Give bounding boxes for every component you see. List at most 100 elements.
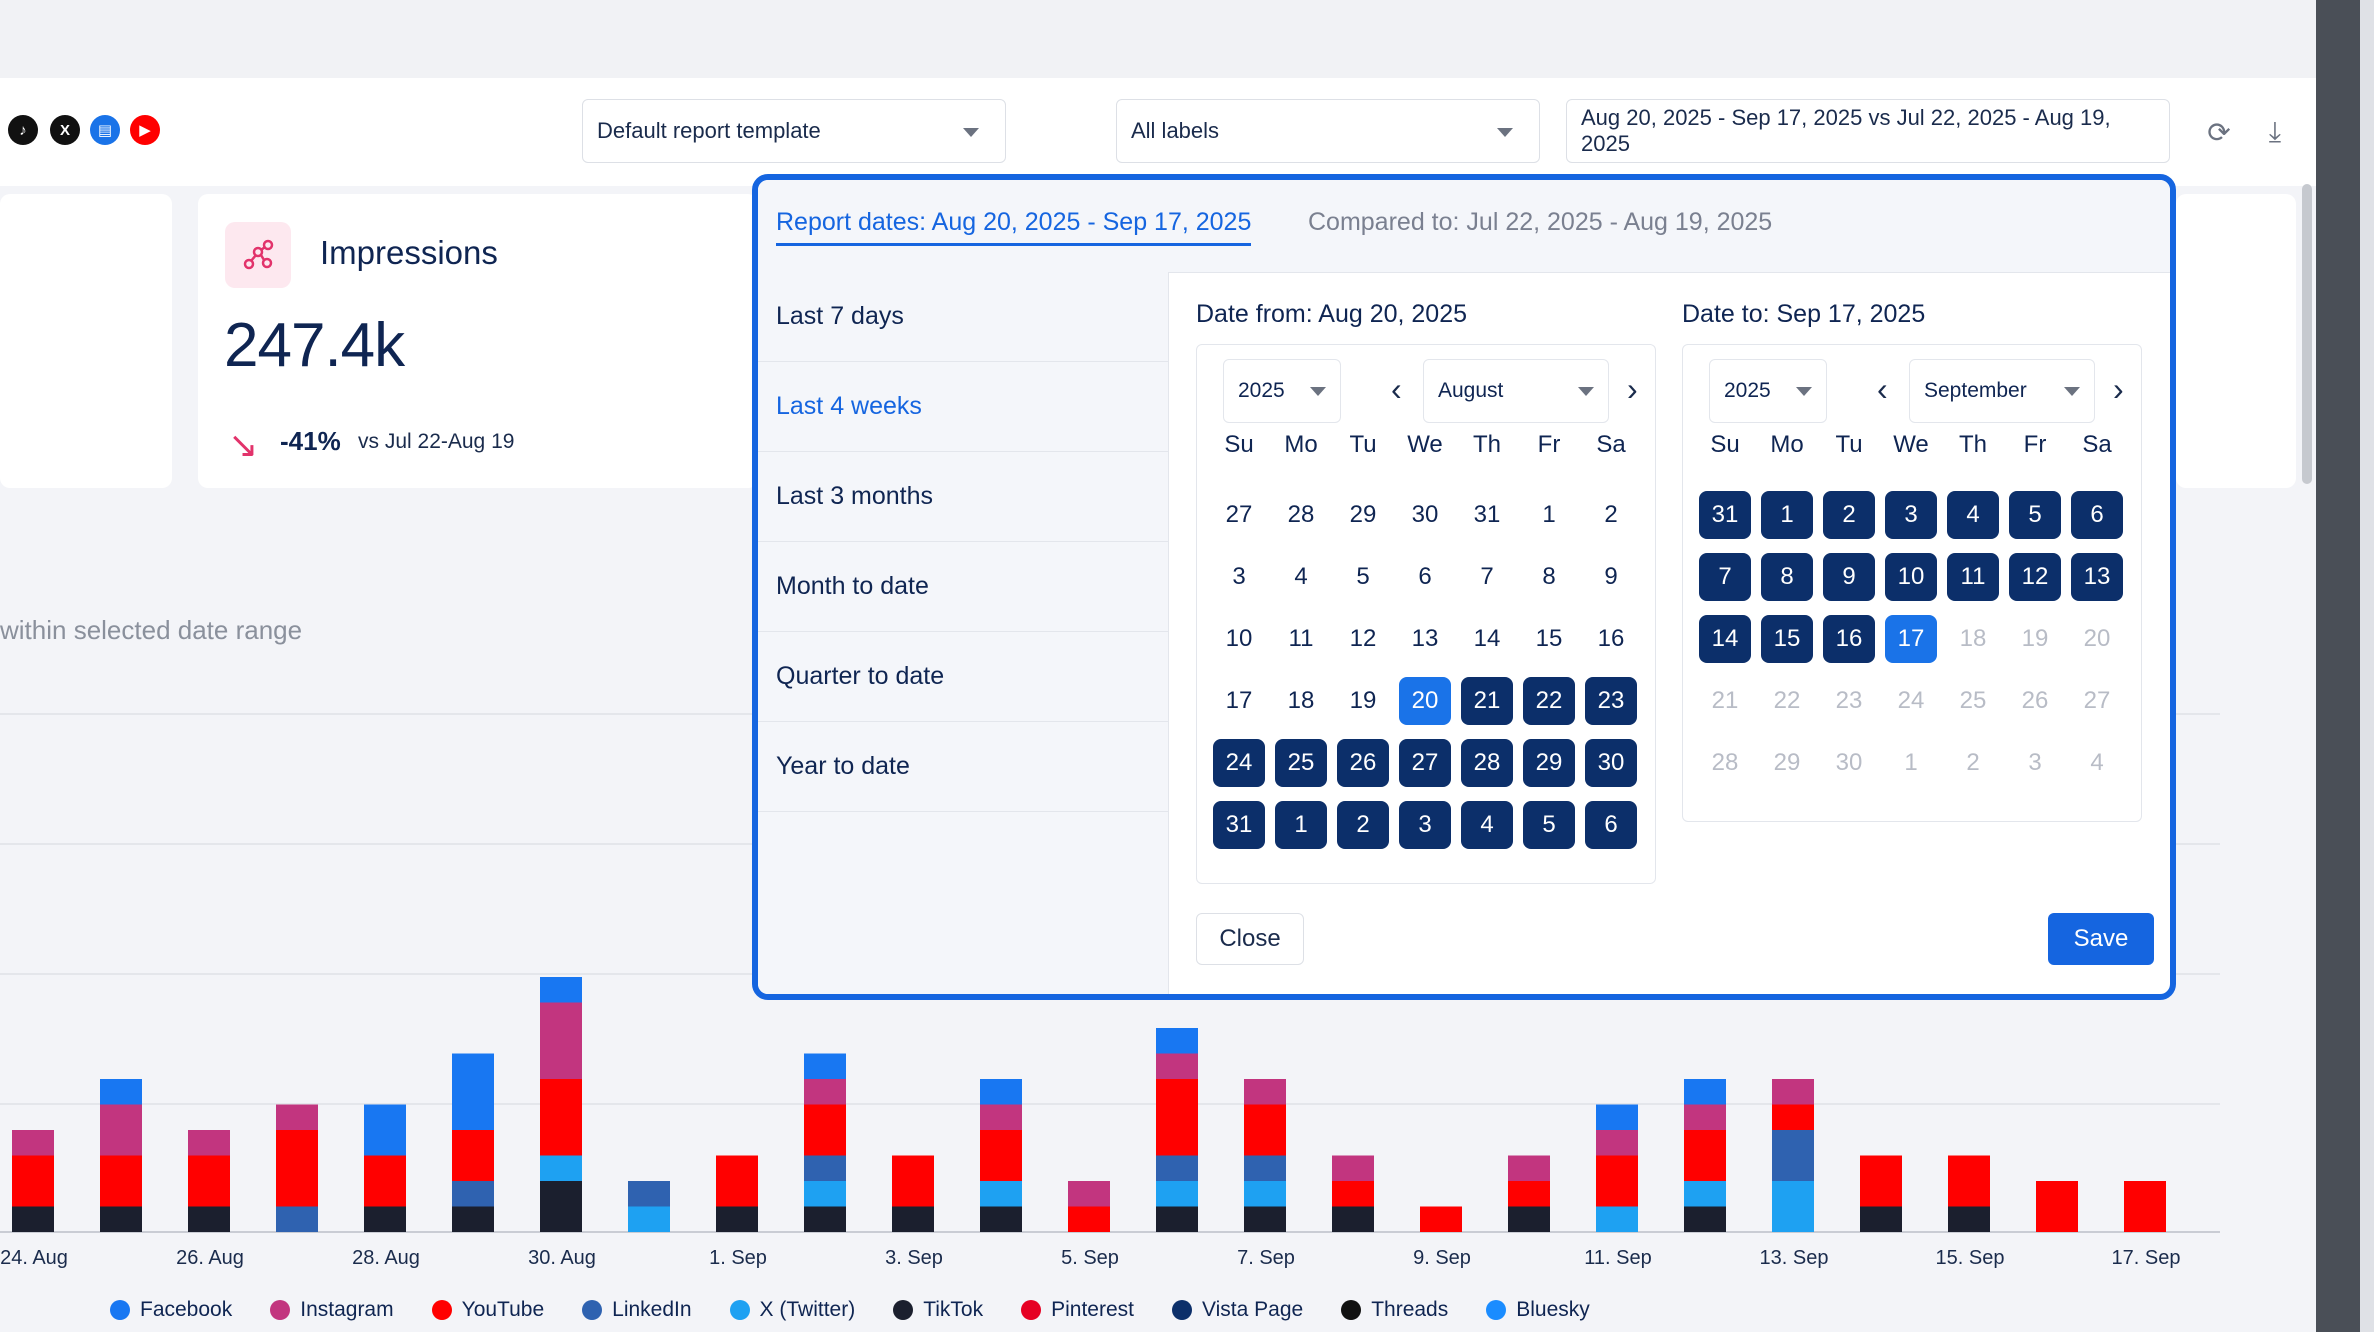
calendar-day[interactable]: 22 [1773,687,1801,714]
bar-segment[interactable] [1860,1206,1902,1233]
calendar-day[interactable]: 28 [1461,739,1513,787]
bar-segment[interactable] [12,1155,54,1207]
calendar-day[interactable]: 29 [1773,749,1801,776]
calendar-day[interactable]: 31 [1699,491,1751,539]
bar-segment[interactable] [716,1206,758,1233]
bar-segment[interactable] [1508,1206,1550,1233]
from-month-select[interactable]: August [1423,359,1609,423]
bar-segment[interactable] [12,1206,54,1233]
calendar-day[interactable]: 27 [1225,501,1253,528]
next-month-icon[interactable]: › [2113,371,2124,407]
bar-segment[interactable] [1332,1155,1374,1182]
bar-segment[interactable] [364,1206,406,1233]
calendar-day[interactable]: 3 [1885,491,1937,539]
bar-segment[interactable] [980,1206,1022,1233]
legend-item[interactable]: Vista Page [1172,1298,1303,1322]
bar-segment[interactable] [1156,1206,1198,1233]
tab-compared-dates[interactable]: Compared to: Jul 22, 2025 - Aug 19, 2025 [1308,208,1773,236]
bar-segment[interactable] [540,977,582,1003]
bar-segment[interactable] [12,1130,54,1156]
bar-segment[interactable] [1948,1206,1990,1233]
calendar-day[interactable]: 9 [1604,563,1618,590]
bar-segment[interactable] [540,1181,582,1232]
from-year-select[interactable]: 2025 [1223,359,1341,423]
calendar-day[interactable]: 4 [1461,801,1513,849]
calendar-day[interactable]: 17 [1885,615,1937,663]
calendar-day[interactable]: 23 [1835,687,1863,714]
bar-segment[interactable] [1596,1206,1638,1233]
bar-segment[interactable] [1244,1155,1286,1182]
calendar-day[interactable]: 16 [1597,625,1625,652]
calendar-day[interactable]: 25 [1275,739,1327,787]
bar-segment[interactable] [980,1130,1022,1181]
bar-segment[interactable] [1332,1206,1374,1233]
calendar-day[interactable]: 18 [1959,625,1987,652]
bar-segment[interactable] [188,1130,230,1156]
calendar-day[interactable]: 18 [1287,687,1315,714]
calendar-day[interactable]: 11 [1947,553,1999,601]
calendar-day[interactable]: 23 [1585,677,1637,725]
legend-item[interactable]: Threads [1341,1298,1448,1322]
calendar-day[interactable]: 1 [1275,801,1327,849]
legend-item[interactable]: Bluesky [1486,1298,1590,1322]
preset-item[interactable]: Quarter to date [758,632,1168,722]
bar-segment[interactable] [1684,1181,1726,1207]
bar-segment[interactable] [1244,1079,1286,1105]
calendar-day[interactable]: 27 [2083,687,2111,714]
next-month-icon[interactable]: › [1627,371,1638,407]
calendar-day[interactable]: 11 [1288,625,1314,652]
calendar-day[interactable]: 5 [2009,491,2061,539]
calendar-day[interactable]: 12 [1349,625,1377,652]
calendar-day[interactable]: 15 [1761,615,1813,663]
calendar-day[interactable]: 29 [1523,739,1575,787]
calendar-day[interactable]: 13 [1411,625,1439,652]
bar-segment[interactable] [804,1053,846,1080]
bar-segment[interactable] [452,1053,494,1131]
bar-segment[interactable] [276,1104,318,1131]
bar-segment[interactable] [1244,1206,1286,1233]
calendar-day[interactable]: 24 [1213,739,1265,787]
bar-segment[interactable] [452,1130,494,1181]
bar-segment[interactable] [980,1104,1022,1131]
calendar-day[interactable]: 7 [1480,563,1494,590]
bar-segment[interactable] [628,1206,670,1233]
legend-item[interactable]: Pinterest [1021,1298,1134,1322]
bar-segment[interactable] [980,1079,1022,1105]
calendar-day[interactable]: 22 [1523,677,1575,725]
bar-segment[interactable] [1684,1079,1726,1105]
preset-item[interactable]: Last 3 months [758,452,1168,542]
vista-page-icon[interactable]: ▤ [90,115,120,145]
tab-report-dates[interactable]: Report dates: Aug 20, 2025 - Sep 17, 202… [776,208,1252,246]
calendar-day[interactable]: 13 [2071,553,2123,601]
close-button[interactable]: Close [1196,913,1304,965]
legend-item[interactable]: TikTok [893,1298,983,1322]
prev-month-icon[interactable]: ‹ [1877,371,1888,407]
bar-segment[interactable] [1684,1104,1726,1131]
bar-segment[interactable] [1420,1206,1462,1233]
bar-segment[interactable] [1156,1028,1198,1054]
bar-segment[interactable] [628,1181,670,1207]
calendar-day[interactable]: 19 [2021,625,2049,652]
calendar-day[interactable]: 4 [1947,491,1999,539]
calendar-day[interactable]: 17 [1225,687,1253,714]
bar-segment[interactable] [892,1155,934,1207]
bar-segment[interactable] [188,1206,230,1233]
youtube-icon[interactable]: ▶ [130,115,160,145]
legend-item[interactable]: X (Twitter) [729,1298,855,1322]
bar-segment[interactable] [1948,1155,1990,1207]
prev-month-icon[interactable]: ‹ [1391,371,1402,407]
calendar-day[interactable]: 20 [2083,625,2111,652]
calendar-day[interactable]: 25 [1959,687,1987,714]
bar-segment[interactable] [100,1079,142,1105]
bar-segment[interactable] [100,1206,142,1233]
refresh-icon[interactable]: ⟳ [2207,116,2231,148]
bar-segment[interactable] [100,1104,142,1156]
bar-segment[interactable] [1772,1104,1814,1131]
bar-segment[interactable] [540,1155,582,1182]
bar-segment[interactable] [452,1206,494,1233]
calendar-day[interactable]: 14 [1473,625,1501,652]
calendar-day[interactable]: 3 [1399,801,1451,849]
bar-segment[interactable] [804,1206,846,1233]
calendar-day[interactable]: 30 [1411,501,1439,528]
x-icon[interactable]: X [50,115,80,145]
